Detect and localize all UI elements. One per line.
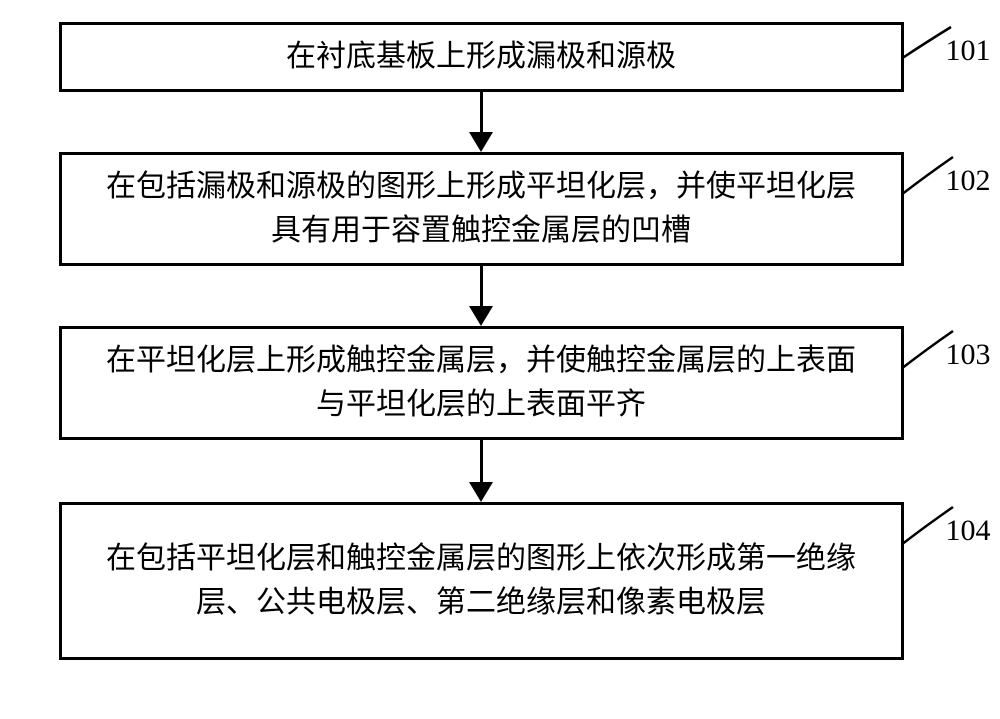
arrow-head-icon: [469, 306, 493, 326]
arrow-line: [480, 440, 483, 482]
step-callout-label: 104: [946, 509, 991, 553]
flow-arrow: [457, 92, 505, 152]
flow-step-101: 在衬底基板上形成漏极和源极101: [42, 22, 920, 92]
arrow-head-icon: [469, 132, 493, 152]
step-box: 在包括平坦化层和触控金属层的图形上依次形成第一绝缘层、公共电极层、第二绝缘层和像…: [59, 502, 904, 660]
flow-step-103: 在平坦化层上形成触控金属层，并使触控金属层的上表面与平坦化层的上表面平齐103: [42, 326, 920, 440]
arrow-head-icon: [469, 482, 493, 502]
step-box: 在衬底基板上形成漏极和源极101: [59, 22, 904, 92]
step-callout-label: 103: [946, 333, 991, 377]
step-text: 在包括平坦化层和触控金属层的图形上依次形成第一绝缘层、公共电极层、第二绝缘层和像…: [92, 537, 871, 624]
flow-step-104: 在包括平坦化层和触控金属层的图形上依次形成第一绝缘层、公共电极层、第二绝缘层和像…: [42, 502, 920, 660]
step-callout-label: 102: [946, 159, 991, 203]
flow-arrow: [457, 440, 505, 502]
flow-step-102: 在包括漏极和源极的图形上形成平坦化层，并使平坦化层具有用于容置触控金属层的凹槽1…: [42, 152, 920, 266]
process-flowchart: 在衬底基板上形成漏极和源极101 在包括漏极和源极的图形上形成平坦化层，并使平坦化…: [0, 0, 920, 660]
step-box: 在包括漏极和源极的图形上形成平坦化层，并使平坦化层具有用于容置触控金属层的凹槽1…: [59, 152, 904, 266]
step-text: 在平坦化层上形成触控金属层，并使触控金属层的上表面与平坦化层的上表面平齐: [92, 339, 871, 426]
arrow-line: [480, 266, 483, 306]
flow-arrow: [457, 266, 505, 326]
arrow-line: [480, 92, 483, 132]
step-box: 在平坦化层上形成触控金属层，并使触控金属层的上表面与平坦化层的上表面平齐103: [59, 326, 904, 440]
step-text: 在包括漏极和源极的图形上形成平坦化层，并使平坦化层具有用于容置触控金属层的凹槽: [92, 165, 871, 252]
step-callout-label: 101: [946, 29, 991, 73]
step-text: 在衬底基板上形成漏极和源极: [286, 35, 676, 79]
